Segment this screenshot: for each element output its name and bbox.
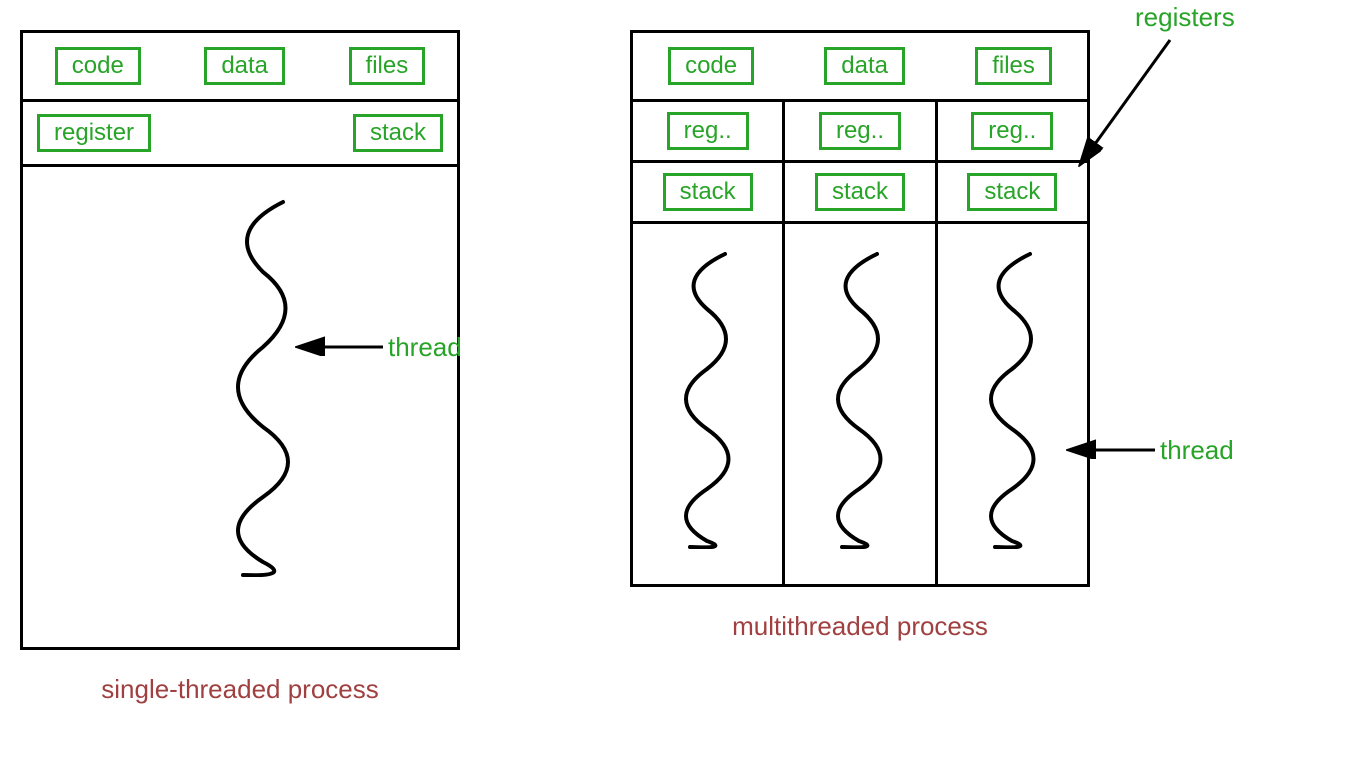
single-reg-stack-row: register stack bbox=[23, 102, 457, 167]
multithreaded-process: registers code data files reg.. reg.. re… bbox=[630, 30, 1090, 705]
data-label: data bbox=[204, 47, 285, 85]
thread-annotation: thread bbox=[388, 332, 462, 363]
single-threaded-process: code data files register stack bbox=[20, 30, 460, 705]
diagram-container: code data files register stack bbox=[0, 0, 1110, 705]
register-label: register bbox=[37, 114, 151, 152]
single-thread-area: thread bbox=[23, 167, 457, 647]
registers-annotation: registers bbox=[1135, 2, 1235, 33]
stack-label: stack bbox=[353, 114, 443, 152]
single-shared-row: code data files bbox=[23, 33, 457, 102]
files-label: files bbox=[349, 47, 426, 85]
single-caption: single-threaded process bbox=[20, 674, 460, 705]
single-process-box: code data files register stack bbox=[20, 30, 460, 650]
thread-arrow-icon bbox=[630, 30, 1250, 670]
code-label: code bbox=[55, 47, 141, 85]
thread-arrow-icon bbox=[23, 167, 463, 647]
